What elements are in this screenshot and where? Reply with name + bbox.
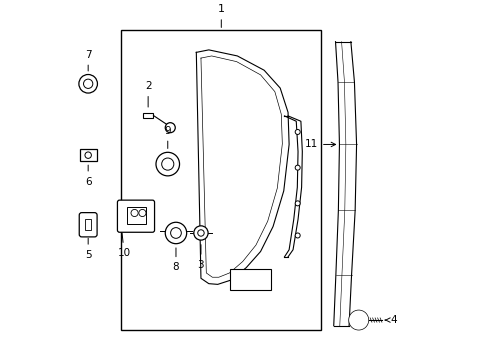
Circle shape [165,222,186,244]
Circle shape [85,152,91,158]
Text: 4: 4 [385,315,397,325]
Circle shape [156,152,179,176]
Circle shape [139,210,146,217]
Text: 8: 8 [172,248,179,272]
Text: 7: 7 [85,50,91,71]
Bar [85,219,91,230]
Bar [143,113,153,118]
Circle shape [162,158,173,170]
Circle shape [131,210,138,217]
Bar [80,149,97,161]
Circle shape [295,233,300,238]
Text: 11: 11 [304,139,335,149]
Circle shape [83,79,93,89]
Circle shape [170,228,181,238]
Circle shape [79,75,97,93]
Circle shape [295,201,300,206]
Circle shape [295,165,300,170]
Text: 1: 1 [217,4,224,27]
FancyBboxPatch shape [117,200,154,232]
Text: 3: 3 [197,245,204,270]
Text: 5: 5 [85,238,91,260]
Circle shape [193,226,208,240]
Text: 2: 2 [144,81,151,107]
Circle shape [197,230,204,236]
Text: 9: 9 [164,126,171,148]
Bar [229,269,270,290]
Bar [126,207,146,224]
Circle shape [295,130,300,135]
Text: 6: 6 [85,165,91,186]
Circle shape [350,312,366,328]
Circle shape [165,123,175,133]
Text: 10: 10 [118,233,130,258]
Circle shape [348,310,368,330]
FancyBboxPatch shape [79,213,97,237]
Bar [121,30,321,330]
